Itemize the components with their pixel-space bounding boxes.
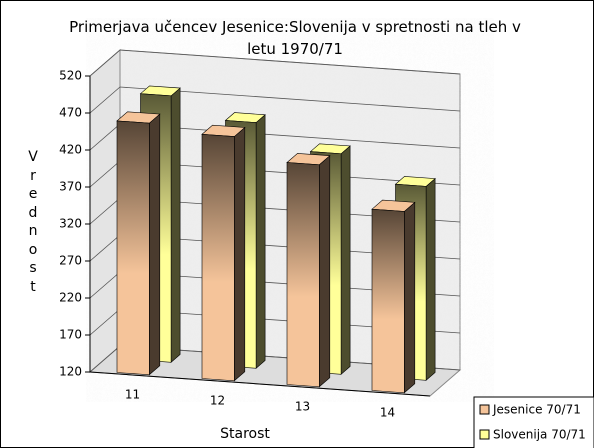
y-tick-label: 520 [59,69,82,83]
grid-line [89,49,461,77]
legend-swatch [479,429,490,440]
y-tick-label: 320 [59,217,82,231]
bar-front [116,120,150,376]
bar [286,153,331,388]
x-tick-label: 12 [210,394,225,408]
y-tick-label: 420 [59,143,82,157]
y-tick-label: 170 [59,328,82,342]
legend-label: Slovenija 70/71 [493,428,586,442]
y-tick-label: 120 [59,365,82,379]
bar-front [371,208,405,394]
x-axis-title: Starost [220,426,270,442]
bar [201,124,246,382]
x-tick-label: 14 [380,406,395,420]
bar-side [425,177,436,381]
bar-side [340,145,351,375]
bar-front [286,162,320,388]
x-tick-label: 11 [125,388,140,402]
bar-side [255,114,266,369]
x-tick-label: 13 [295,400,310,414]
legend-box [473,396,594,448]
x-axis [89,371,431,397]
y-tick-label: 220 [59,291,82,305]
grid-line [89,86,461,114]
bar [116,111,161,376]
chart-title: Primerjava učencev Jesenice:Slovenija v … [69,18,521,58]
y-tick-label: 370 [59,180,82,194]
bar-side [318,155,331,388]
legend-swatch [479,404,490,415]
y-tick-label: 470 [59,106,82,120]
legend-label: Jesenice 70/71 [492,403,581,417]
bar-side [403,201,416,394]
bar-side [234,126,246,382]
bar-side [170,87,181,363]
bar-side [149,113,161,376]
y-tick-label: 270 [59,254,82,268]
bar [371,199,416,394]
bar-front [201,133,235,382]
y-axis-title: Vrednost [28,149,38,295]
